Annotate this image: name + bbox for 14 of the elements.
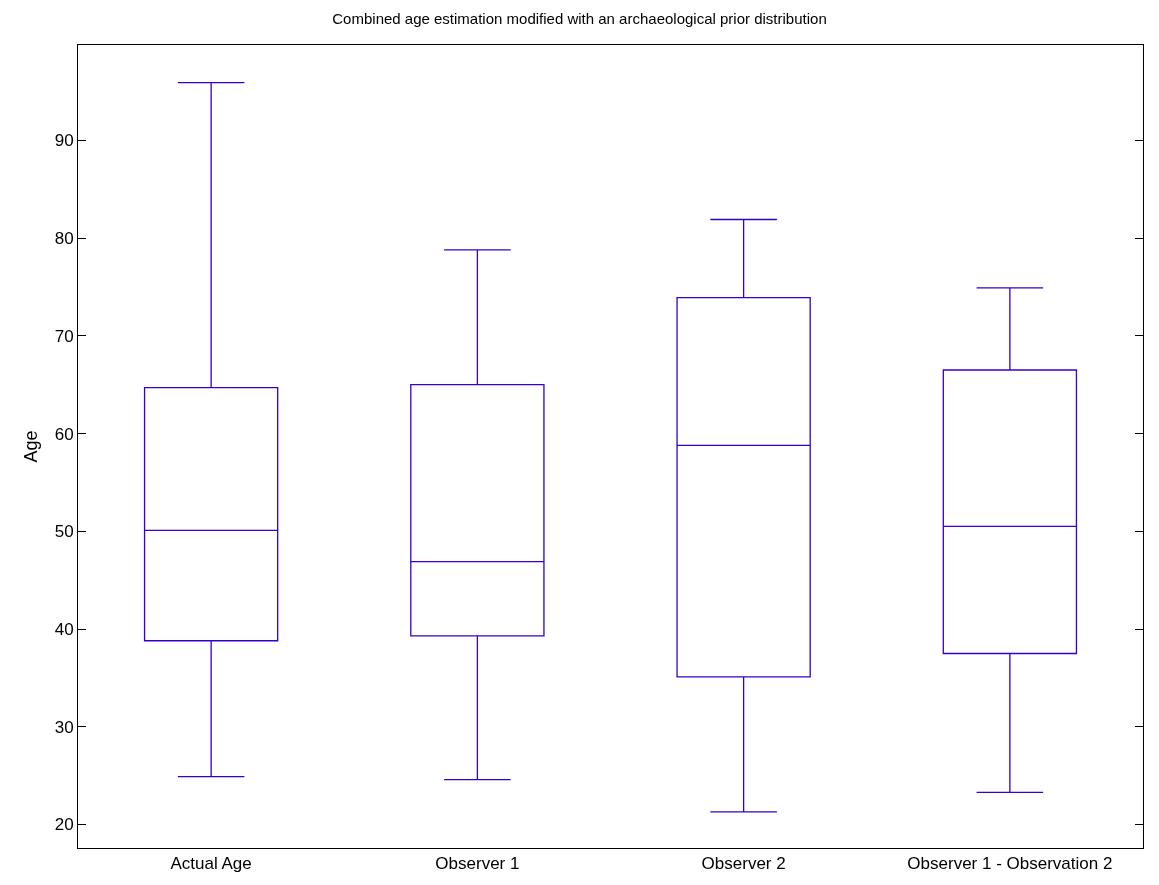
x-tick-label: Actual Age: [170, 854, 252, 874]
y-axis-title: Age: [20, 430, 41, 463]
chart-title: Combined age estimation modified with an archaeological prior distribution: [332, 9, 827, 27]
y-tick-label: 70: [54, 326, 74, 346]
y-tick-label: 40: [54, 619, 74, 639]
x-tick-label: Observer 1: [435, 854, 520, 874]
x-tick-label: Observer 2: [701, 854, 786, 874]
x-tick-label: Observer 1 - Observation 2: [907, 854, 1113, 874]
y-tick-label: 60: [54, 424, 74, 444]
y-tick-label: 90: [54, 131, 74, 151]
y-tick-label: 50: [54, 522, 74, 542]
y-tick-label: 20: [54, 815, 74, 835]
y-tick-label: 30: [54, 717, 74, 737]
y-tick-label: 80: [54, 229, 74, 248]
